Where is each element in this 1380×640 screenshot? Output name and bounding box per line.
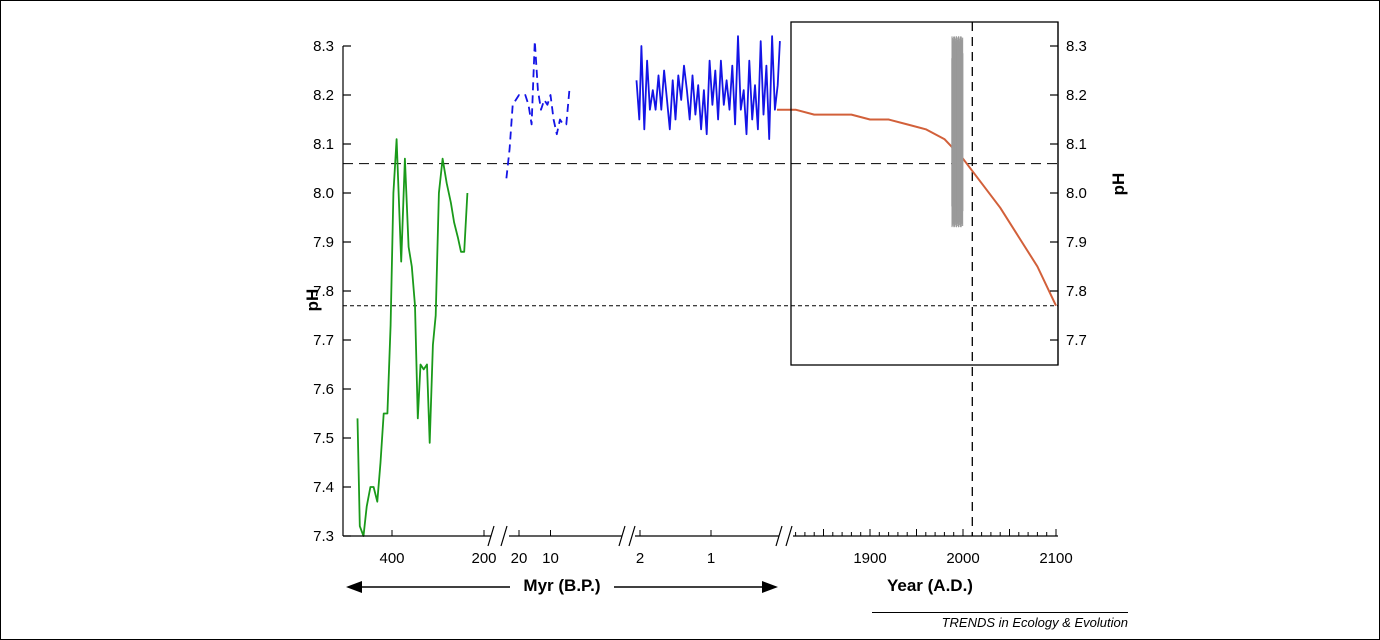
series-blue-dashed bbox=[505, 40, 571, 179]
x-tick-label: 2000 bbox=[946, 550, 979, 567]
y-tick-label: 8.0 bbox=[313, 185, 334, 202]
axis-break-mark bbox=[775, 525, 783, 547]
axis-break-mark bbox=[500, 525, 508, 547]
axis-break-mark bbox=[785, 525, 793, 547]
axes bbox=[342, 21, 1059, 593]
x-tick-label: 1900 bbox=[853, 550, 886, 567]
y-tick-label: 8.1 bbox=[313, 136, 334, 153]
axis-break-mark bbox=[618, 525, 626, 547]
series-red-solid bbox=[777, 108, 1057, 307]
inset-y-tick-label: 7.8 bbox=[1066, 283, 1087, 300]
data-series bbox=[356, 35, 1057, 537]
myr-arrow-left-head bbox=[346, 581, 362, 593]
inset-y-tick-label: 7.9 bbox=[1066, 234, 1087, 251]
y-tick-label: 8.3 bbox=[313, 38, 334, 55]
x-tick-label: 10 bbox=[542, 550, 559, 567]
myr-arrow-right-head bbox=[762, 581, 778, 593]
x-tick-label: 400 bbox=[379, 550, 404, 567]
x-tick-label: 20 bbox=[511, 550, 528, 567]
inset-frame bbox=[790, 21, 1059, 366]
inset-y-tick-label: 8.1 bbox=[1066, 136, 1087, 153]
y-tick-label: 7.8 bbox=[313, 283, 334, 300]
x-axis-title-year: Year (A.D.) bbox=[887, 576, 973, 595]
inset-y-tick-label: 8.3 bbox=[1066, 38, 1087, 55]
reference-lines bbox=[343, 22, 1058, 536]
x-tick-label: 2 bbox=[636, 550, 644, 567]
y-tick-label: 7.9 bbox=[313, 234, 334, 251]
x-tick-label: 1 bbox=[707, 550, 715, 567]
figure-credit: TRENDS in Ecology & Evolution bbox=[872, 612, 1128, 630]
inset-y-tick-label: 8.2 bbox=[1066, 87, 1087, 104]
x-tick-label: 2100 bbox=[1039, 550, 1072, 567]
y-tick-label: 8.2 bbox=[313, 87, 334, 104]
y-tick-label: 7.4 bbox=[313, 479, 334, 496]
series-green-solid bbox=[356, 138, 469, 537]
y-axis-title: pH bbox=[303, 289, 322, 312]
inset-y-tick-label: 7.7 bbox=[1066, 332, 1087, 349]
tick-labels: 8.3 8.2 8.1 8.0 7.9 7.8 7.7 7.6 7.5 7.4 7.3 8.3 8.2 8… bbox=[313, 38, 1087, 567]
y-tick-label: 7.6 bbox=[313, 381, 334, 398]
x-tick-label: 200 bbox=[471, 550, 496, 567]
inset-y-tick-label: 8.0 bbox=[1066, 185, 1087, 202]
axis-break-mark bbox=[628, 525, 636, 547]
y-tick-label: 7.3 bbox=[313, 528, 334, 545]
y-tick-label: 7.5 bbox=[313, 430, 334, 447]
x-axis-title-myr: Myr (B.P.) bbox=[523, 576, 600, 595]
y-tick-label: 7.7 bbox=[313, 332, 334, 349]
series-blue-solid bbox=[635, 35, 781, 141]
axis-break-mark bbox=[487, 525, 495, 547]
inset-y-axis-title: pH bbox=[1109, 173, 1128, 196]
